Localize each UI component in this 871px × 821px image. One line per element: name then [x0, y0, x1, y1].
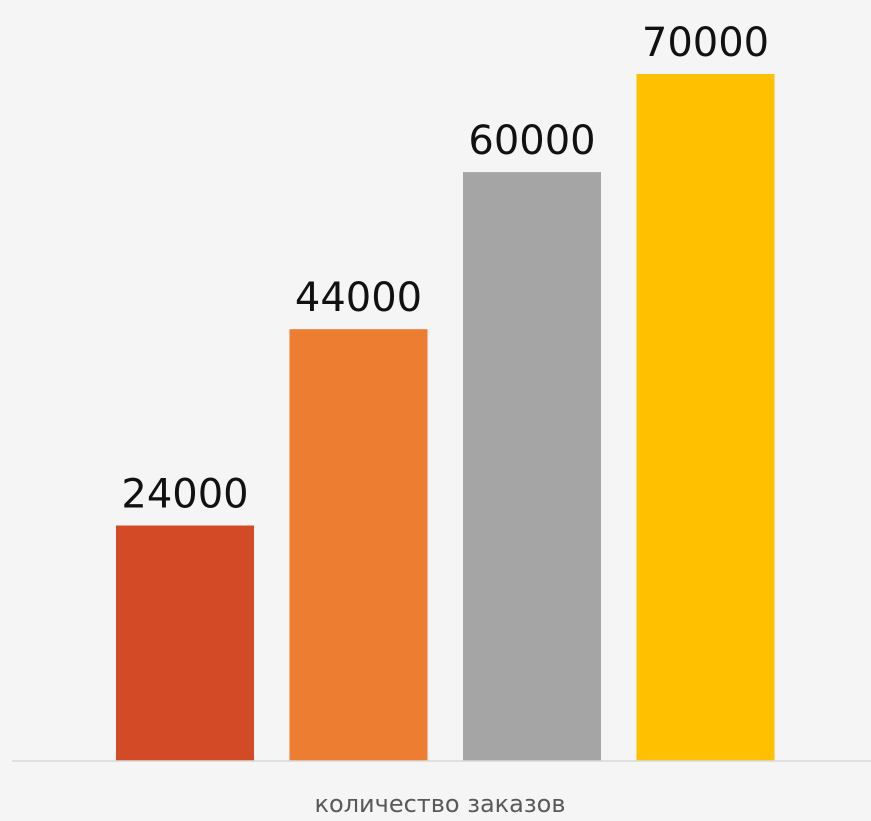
bar-1	[116, 525, 254, 761]
bar-4	[636, 74, 775, 761]
bar-3	[463, 172, 601, 762]
data-label-4: 70000	[642, 20, 769, 66]
data-labels-group: 24000 44000 60000 70000	[121, 20, 769, 518]
bars-group	[116, 74, 775, 762]
data-label-1: 24000	[121, 472, 248, 518]
data-label-3: 60000	[468, 118, 595, 164]
bar-2	[289, 329, 428, 761]
data-label-2: 44000	[295, 275, 422, 321]
x-axis-title: количество заказов	[315, 790, 566, 818]
